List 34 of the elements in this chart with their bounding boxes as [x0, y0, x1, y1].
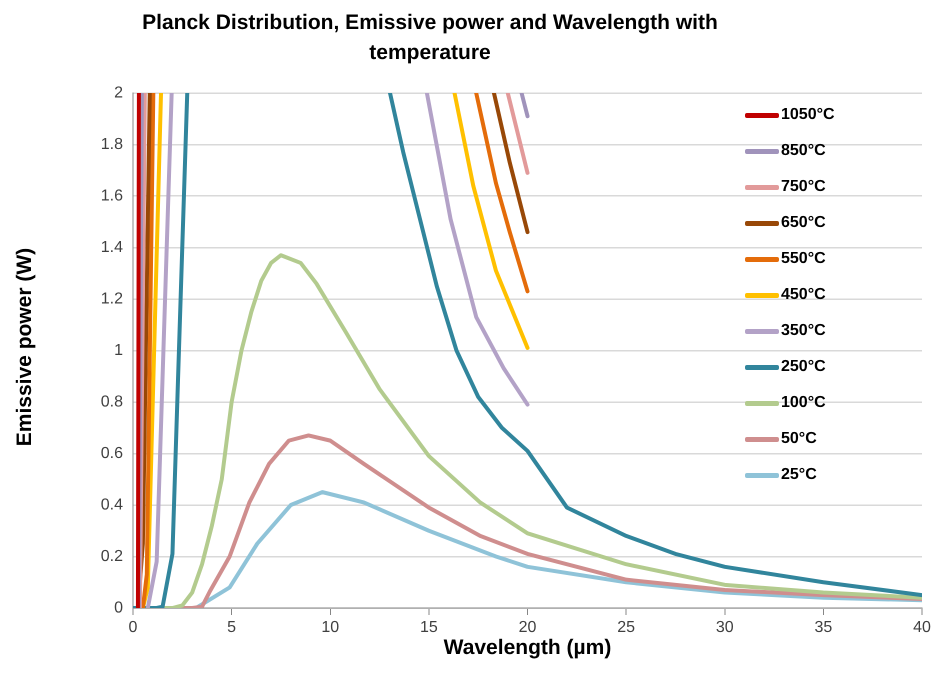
legend-label: 550°C — [781, 250, 826, 268]
x-tick-label: 10 — [321, 619, 340, 636]
legend-label: 350°C — [781, 322, 826, 340]
x-tick-label: 40 — [913, 619, 931, 636]
x-tick-label: 5 — [227, 619, 236, 636]
y-tick-label: 0.6 — [100, 444, 124, 462]
legend-label: 100°C — [781, 394, 826, 412]
x-tick-label: 35 — [814, 619, 832, 636]
y-tick-label: 2 — [114, 84, 124, 102]
chart-title: Planck Distribution, Emissive power and Wavelength with temperature — [141, 10, 719, 66]
legend-label: 850°C — [781, 142, 826, 160]
y-axis-title: Emissive power (W) — [13, 246, 37, 448]
y-tick-label: 0.2 — [100, 548, 124, 565]
legend-label: 1050°C — [781, 106, 835, 124]
y-tick-label: 0.4 — [100, 496, 124, 514]
x-tick-label: 20 — [518, 619, 536, 636]
y-tick-label: 0 — [114, 599, 124, 616]
y-tick-label: 0.8 — [100, 393, 124, 410]
y-tick-label: 1.6 — [100, 187, 124, 204]
legend-label: 450°C — [781, 286, 826, 304]
x-tick-label: 25 — [617, 619, 636, 636]
x-axis-title: Wavelength (µm) — [442, 636, 612, 660]
y-tick-label: 1.4 — [100, 238, 124, 256]
y-tick-label: 1.8 — [100, 136, 124, 153]
x-tick-label: 15 — [420, 619, 438, 636]
legend-label: 750°C — [781, 178, 826, 196]
legend-label: 650°C — [781, 214, 826, 232]
legend-label: 25°C — [781, 466, 817, 484]
x-tick-label: 0 — [128, 619, 138, 636]
x-tick-label: 30 — [716, 619, 734, 636]
legend-label: 50°C — [781, 430, 817, 448]
y-tick-label: 1 — [114, 342, 124, 359]
y-tick-label: 1.2 — [100, 290, 124, 308]
legend-label: 250°C — [781, 358, 826, 376]
